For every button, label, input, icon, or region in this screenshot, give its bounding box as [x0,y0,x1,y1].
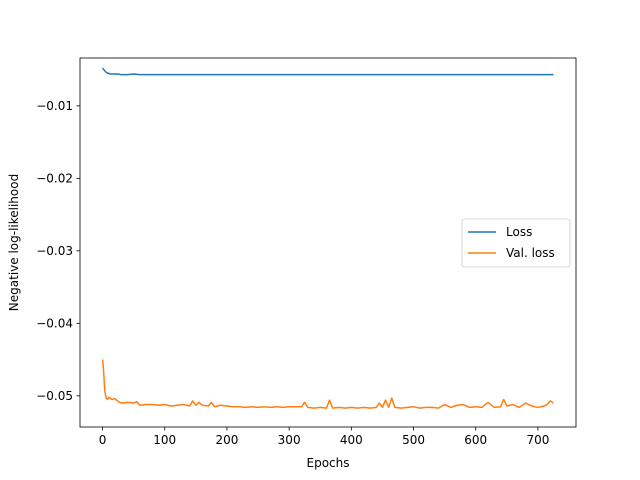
y-axis-label: Negative log-likelihood [7,174,21,311]
legend-box [461,218,571,268]
x-tick-label: 300 [278,433,301,447]
y-tick-label: −0.04 [36,316,73,330]
series-line-2 [101,359,554,409]
series-line-1 [101,67,554,76]
x-tick-label: 500 [402,433,425,447]
x-tick-label: 600 [464,433,487,447]
series-layer [101,67,554,409]
legend: Loss Val. loss [461,218,571,268]
x-axis: 0 100 200 300 400 500 600 700 [99,427,549,447]
x-tick-label: 700 [526,433,549,447]
x-tick-label: 0 [99,433,107,447]
x-tick-label: 100 [153,433,176,447]
legend-label: Val. loss [506,246,555,260]
y-tick-label: −0.05 [36,389,73,403]
y-tick-label: −0.01 [36,99,73,113]
x-tick-label: 200 [215,433,238,447]
y-tick-label: −0.02 [36,171,73,185]
y-tick-label: −0.03 [36,244,73,258]
y-axis: −0.05 −0.04 −0.03 −0.02 −0.01 [36,99,80,403]
plot-frame [79,57,577,428]
legend-label: Loss [506,225,532,239]
x-axis-label: Epochs [307,456,350,470]
x-tick-label: 400 [340,433,363,447]
